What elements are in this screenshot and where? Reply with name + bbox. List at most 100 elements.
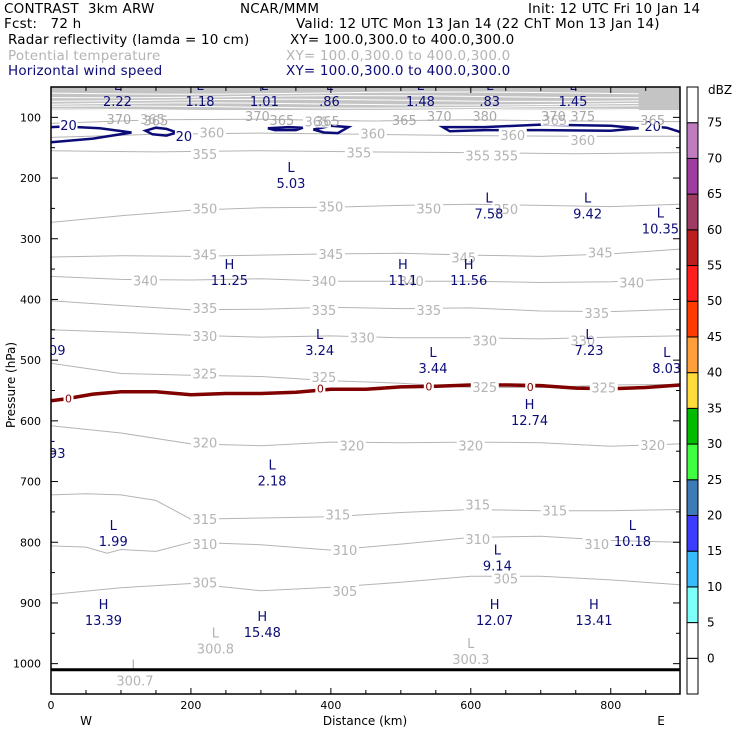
wind-extremum-value: 15.48 xyxy=(244,626,281,641)
theta-extremum-value: 300.8 xyxy=(197,642,234,657)
colorbar-swatch xyxy=(686,300,699,338)
theta-label: 355 xyxy=(493,150,518,165)
theta-label: 335 xyxy=(193,302,218,317)
theta-label: 360 xyxy=(500,129,525,144)
theta-contour-310 xyxy=(51,535,680,554)
wind-extremum-value: 10.18 xyxy=(614,535,651,550)
wind-label: 20 xyxy=(644,120,661,135)
colorbar-title: dBZ xyxy=(708,83,732,97)
wind-extremum-marker: L xyxy=(417,79,425,94)
colorbar-label: 50 xyxy=(707,294,722,308)
theta-label: 315 xyxy=(465,499,490,514)
wind-extremum-marker: L xyxy=(486,79,494,94)
theta-label: 320 xyxy=(640,439,665,454)
theta-label: 320 xyxy=(339,440,364,455)
wind-extremum-marker: H xyxy=(525,398,535,413)
theta-label-bg xyxy=(190,300,219,314)
reflectivity-label: 0 xyxy=(425,380,432,393)
reflectivity-label: 0 xyxy=(317,383,324,396)
theta-label: 350 xyxy=(416,202,441,217)
wind-extremum-value: 10.35 xyxy=(642,223,679,238)
axes: 0 200 400 600 800100200300400500600700800900… xyxy=(13,86,681,712)
y-tick-label: 1000 xyxy=(13,658,41,671)
theta-label-bg xyxy=(491,148,520,162)
colorbar-swatch xyxy=(686,586,699,624)
theta-label-bg xyxy=(190,201,219,215)
colorbar-swatch xyxy=(686,550,699,588)
theta-label-bg xyxy=(337,438,366,452)
y-tick-label: 300 xyxy=(20,233,41,246)
theta-label-bg xyxy=(470,333,499,347)
colorbar-label: 30 xyxy=(707,437,722,451)
wind-label: 20 xyxy=(60,119,77,134)
theta-label: 335 xyxy=(584,307,609,322)
colorbar-swatch xyxy=(686,336,699,374)
theta-contour-325 xyxy=(51,362,680,388)
wind-extremum-value: 1.01 xyxy=(250,95,279,110)
wind-extremum-marker: L xyxy=(485,191,493,206)
theta-label-bg xyxy=(589,380,618,394)
theta-label-bg xyxy=(617,275,646,289)
wind-extremum-marker: L xyxy=(268,458,276,473)
org-label: NCAR/MMM xyxy=(240,1,320,17)
theta-label: 335 xyxy=(416,304,441,319)
wind-extremum-value: 7.23 xyxy=(575,344,604,359)
upper-theta-line xyxy=(51,108,639,112)
wind-extremum-marker: L xyxy=(629,519,637,534)
theta-label-bg xyxy=(330,543,359,557)
wind-extremum-value: 13.39 xyxy=(85,614,122,629)
theta-label: 305 xyxy=(493,573,518,588)
y-tick-label: 900 xyxy=(20,597,41,610)
wind-extremum-marker: L xyxy=(326,79,334,94)
wind-extremum-marker: L xyxy=(585,328,593,343)
theta-extremum-marker: L xyxy=(467,637,475,652)
upper-theta-line xyxy=(51,102,639,106)
wind-label-bg xyxy=(59,118,78,132)
theta-label-bg xyxy=(540,112,569,126)
theta-label: 365 xyxy=(542,114,567,129)
reflectivity-label-bg xyxy=(423,380,434,392)
theta-label-bg xyxy=(316,199,345,213)
upper-theta-line xyxy=(51,105,639,109)
colorbar-swatch xyxy=(686,443,699,481)
theta-label-bg xyxy=(397,274,426,288)
colorbar-swatch xyxy=(686,157,699,195)
theta-label: 365 xyxy=(140,113,165,128)
wind-extremum-value: 1.48 xyxy=(406,95,435,110)
x-tick-label: 0 xyxy=(48,699,55,712)
colorbar-swatch xyxy=(686,229,699,267)
colorbar-label: 0 xyxy=(707,651,715,665)
theta-label: 365 xyxy=(392,114,417,129)
theta-extremum-value: 300.7 xyxy=(116,675,153,690)
upper-theta-band xyxy=(51,87,680,118)
wind-extremum-value: 9.42 xyxy=(573,207,602,222)
theta-label: 320 xyxy=(458,440,483,455)
wind-extremum-value: 11.25 xyxy=(211,274,248,289)
upper-theta-line xyxy=(51,91,639,95)
theta-label: 345 xyxy=(588,247,613,262)
wind-extremum-value: 8.03 xyxy=(652,362,681,377)
colorbar-swatch xyxy=(686,407,699,445)
colorbar-label: 70 xyxy=(707,151,722,165)
y-tick-label: 800 xyxy=(20,536,41,549)
reflectivity-label: 0 xyxy=(527,381,534,394)
colorbar-swatch xyxy=(686,122,699,159)
theta-label: 370 xyxy=(106,113,131,128)
upper-theta-line xyxy=(51,95,639,99)
colorbar-label: 5 xyxy=(707,616,715,630)
colorbar: 0 5 10 15 20 25 30 35 40 45 50 55 60 65 70 75 xyxy=(686,86,722,695)
theta-label: 355 xyxy=(346,147,371,162)
theta-label: 330 xyxy=(570,335,595,350)
theta-label-bg xyxy=(190,512,219,526)
theta-label: 380 xyxy=(472,110,497,125)
colorbar-label: 15 xyxy=(707,544,722,558)
theta-label-bg xyxy=(470,379,499,393)
wind-extremum-value: 7.58 xyxy=(475,207,504,222)
theta-label-bg xyxy=(131,273,160,287)
wind-extremum-marker: H xyxy=(589,598,599,613)
theta-label: 360 xyxy=(570,134,595,149)
theta-label-bg xyxy=(190,366,219,380)
theta-label: 370 xyxy=(427,110,452,125)
wind-extremum-value: 1.45 xyxy=(558,95,587,110)
